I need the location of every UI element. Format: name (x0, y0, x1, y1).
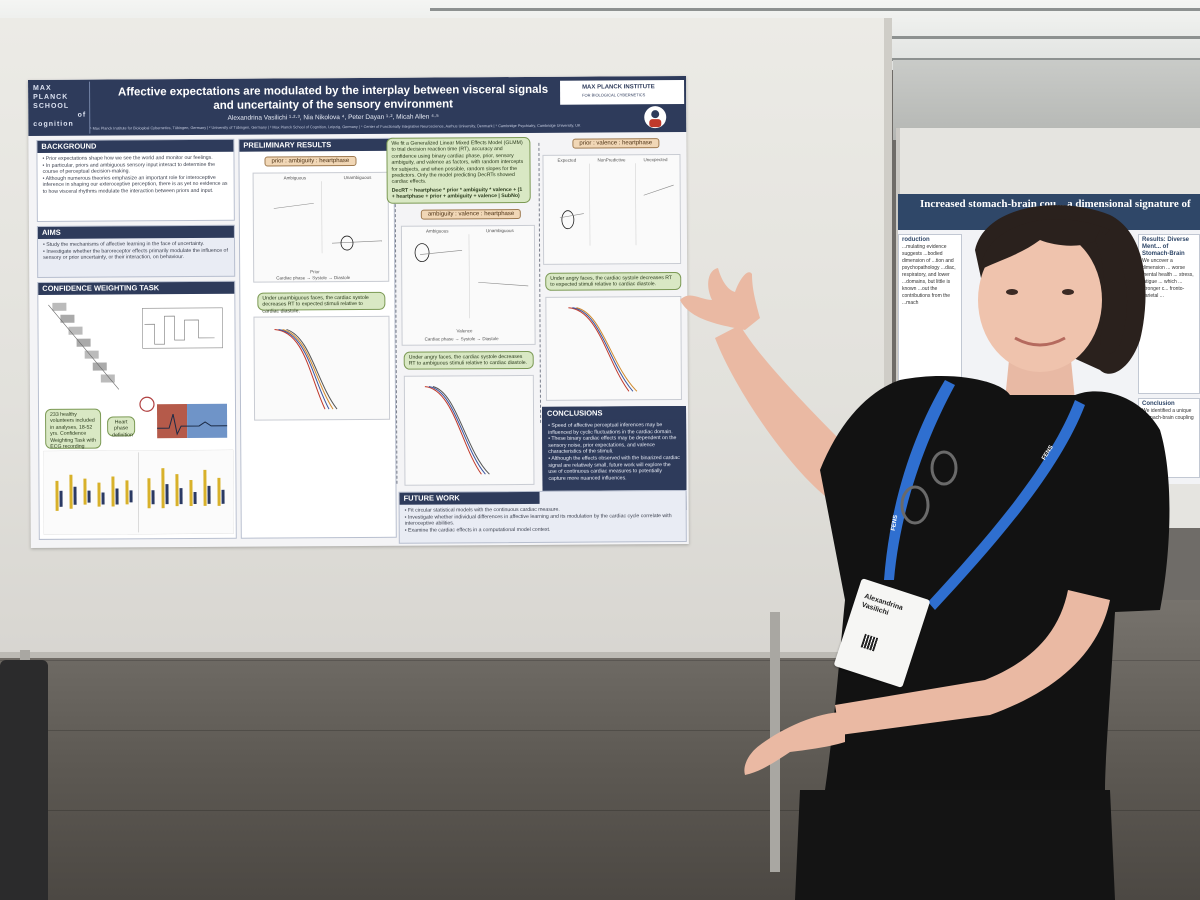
ceiling-beam (430, 8, 1200, 11)
heart-phase-diagram (139, 396, 228, 439)
section-heading: PRELIMINARY RESULTS (239, 138, 394, 152)
neighbor-poster-header: Increased stomach-brain cou... a dimensi… (898, 194, 1200, 230)
neighbor-poster-title: Increased stomach-brain cou... a dimensi… (920, 198, 1200, 224)
plot-column-label: Ambiguous (425, 228, 449, 234)
logo-line: PLANCK (33, 93, 69, 101)
research-poster: MAX PLANCK SCHOOL of cognition Affective… (28, 75, 689, 548)
volunteers-box: 233 healthy volunteers included in analy… (45, 408, 102, 450)
column-heading: Results: Diverse Ment... of Stomach-Brai… (1142, 237, 1190, 257)
floor-line (0, 660, 1200, 661)
bullet: Speed of affective perceptual inferences… (548, 422, 680, 436)
column-divider (538, 142, 542, 423)
psychometric-curves (424, 386, 490, 475)
plot-column-label: Expected (557, 157, 577, 163)
ceiling-beam (890, 36, 1200, 39)
column-heading: roduction (902, 237, 930, 243)
result-tag: prior : valence : heartphase (572, 138, 660, 149)
badge-name: Alexandrina Vasilichi (860, 592, 904, 617)
glmm-box: We fit a Generalized Linear Mixed Effect… (386, 136, 531, 204)
bullet: Although numerous theories emphasize an … (43, 175, 229, 196)
plot-legend: Cardiac phase → Systole → Diastole (424, 336, 499, 342)
section-heading: CONCLUSIONS (543, 406, 686, 420)
psychometric-curves (568, 307, 638, 392)
glmm-formula: DecRT ~ heartphase * prior * ambiguity *… (391, 186, 523, 201)
lanyard-print: FENS (890, 514, 900, 532)
valence-plot-graphic (414, 234, 529, 319)
section-heading: FUTURE WORK (399, 491, 540, 505)
neighbor-results-column: Results: Diverse Ment... of Stomach-Brai… (1138, 234, 1200, 394)
board-leg (770, 612, 780, 872)
ambiguity-plot-graphic (273, 181, 383, 254)
logo-line: SCHOOL (33, 102, 70, 110)
finding-box: Under unambiguous faces, the cardiac sys… (257, 291, 386, 314)
column-heading: Conclusion (1142, 401, 1175, 407)
prior-valence-plot-graphic (559, 163, 674, 246)
plot-column-label: Ambiguous (283, 175, 307, 181)
glmm-description: We fit a Generalized Linear Mixed Effect… (391, 139, 524, 186)
qr-code-icon (860, 633, 879, 652)
ambiguity-plot: Ambiguous Unambiguous Prior Cardiac phas… (252, 171, 390, 283)
column-text: We identified a unique stomach-brain cou… (1142, 408, 1194, 428)
institute-sub: FOR BIOLOGICAL CYBERNETICS (582, 92, 646, 98)
heart-phase-box: Heart phase definition (107, 416, 136, 438)
finding-box: Under angry faces, the cardiac systole d… (403, 350, 534, 370)
aims-section: AIMS Study the mechanisms of affective l… (36, 224, 236, 278)
bullet: Investigate whether the baroreceptor eff… (43, 247, 229, 261)
plot-column-label: NonPredictive (597, 157, 626, 163)
bullet: In particular, priors and ambiguous sens… (43, 161, 229, 175)
conclusions-bullets: Speed of affective perceptual inferences… (543, 419, 685, 485)
bullet: Although the effects observed with the b… (548, 455, 680, 482)
back-wall (893, 60, 1200, 140)
poster-title-line-2: and uncertainty of the sensory environme… (213, 98, 454, 112)
background-bullets: Prior expectations shape how we see the … (37, 152, 233, 199)
person-icon (644, 106, 667, 129)
bullet: Examine the cardiac effects in a computa… (405, 526, 681, 534)
valence-plot: Ambiguous Unambiguous Valence Cardiac ph… (400, 224, 536, 346)
psychometric-plot (253, 315, 391, 421)
poster-title-line-1: Affective expectations are modulated by … (117, 83, 549, 99)
task-section: CONFIDENCE WEIGHTING TASK 233 healthy vo… (37, 280, 237, 540)
ceiling-beam (890, 58, 1200, 61)
logo-line: of (77, 111, 87, 119)
floor-line (0, 730, 1200, 731)
task-diagram (48, 302, 223, 390)
finding-box: Under angry faces, the cardiac systole d… (545, 272, 682, 291)
result-tag: ambiguity : valence : heartphase (420, 208, 522, 220)
psychometric-curves (274, 328, 338, 410)
floor-line (0, 810, 1200, 811)
background-section: BACKGROUND Prior expectations shape how … (36, 138, 235, 222)
neighbor-title-line: Increased stomach-brain cou... a dimensi… (920, 198, 1191, 210)
plot-column-label: Unambiguous (343, 174, 372, 181)
neighbor-intro-column: roduction ...mulating evidence suggests … (898, 234, 962, 414)
logo-line: cognition (33, 120, 74, 128)
x-axis-label: Valence (456, 328, 473, 334)
valence-psychometric-plot (403, 374, 535, 486)
future-work-bullets: Fit circular statistical models with the… (400, 503, 686, 537)
task-results-plots (43, 449, 234, 535)
poster-affiliations: ¹ Max Planck Institute for Biological Cy… (90, 123, 581, 131)
result-tag: prior : ambiguity : heartphase (264, 155, 357, 167)
prior-psychometric-plot (545, 296, 682, 401)
max-planck-school-logo: MAX PLANCK SCHOOL of cognition (30, 81, 91, 134)
foreground-pole (0, 660, 48, 900)
bullet: These binary cardiac effects may be depe… (548, 435, 680, 456)
plot-column-label: Unambiguous (485, 228, 514, 234)
aims-bullets: Study the mechanisms of affective learni… (38, 238, 234, 265)
prior-valence-plot: Expected NonPredictive Unexpected (542, 154, 682, 265)
neighbor-poster: Increased stomach-brain cou... a dimensi… (898, 194, 1200, 484)
plot-column-label: Unexpected (643, 157, 668, 163)
poster-authors: Alexandrina Vasilichi ¹·²·³, Nia Nikolov… (227, 113, 439, 122)
future-work-section: FUTURE WORK Fit circular statistical mod… (398, 489, 687, 544)
neighbor-conclusion-column: Conclusion We identified a unique stomac… (1138, 398, 1200, 478)
poster-title: Affective expectations are modulated by … (98, 83, 568, 114)
column-text: ...mulating evidence suggests ...bodied … (902, 244, 956, 306)
logo-line: MAX (33, 84, 52, 92)
neighbor-title-line: nega... ptoms (1010, 211, 1072, 223)
max-planck-institute-logo: MAX PLANCK INSTITUTE FOR BIOLOGICAL CYBE… (560, 79, 685, 105)
x-axis-label: Prior (310, 269, 320, 275)
column-text: We uncover a dimension ... worse mental … (1142, 258, 1194, 299)
poster-header: MAX PLANCK SCHOOL of cognition Affective… (28, 75, 687, 136)
plot-legend: Cardiac phase → Systole → Diastole (276, 275, 351, 281)
